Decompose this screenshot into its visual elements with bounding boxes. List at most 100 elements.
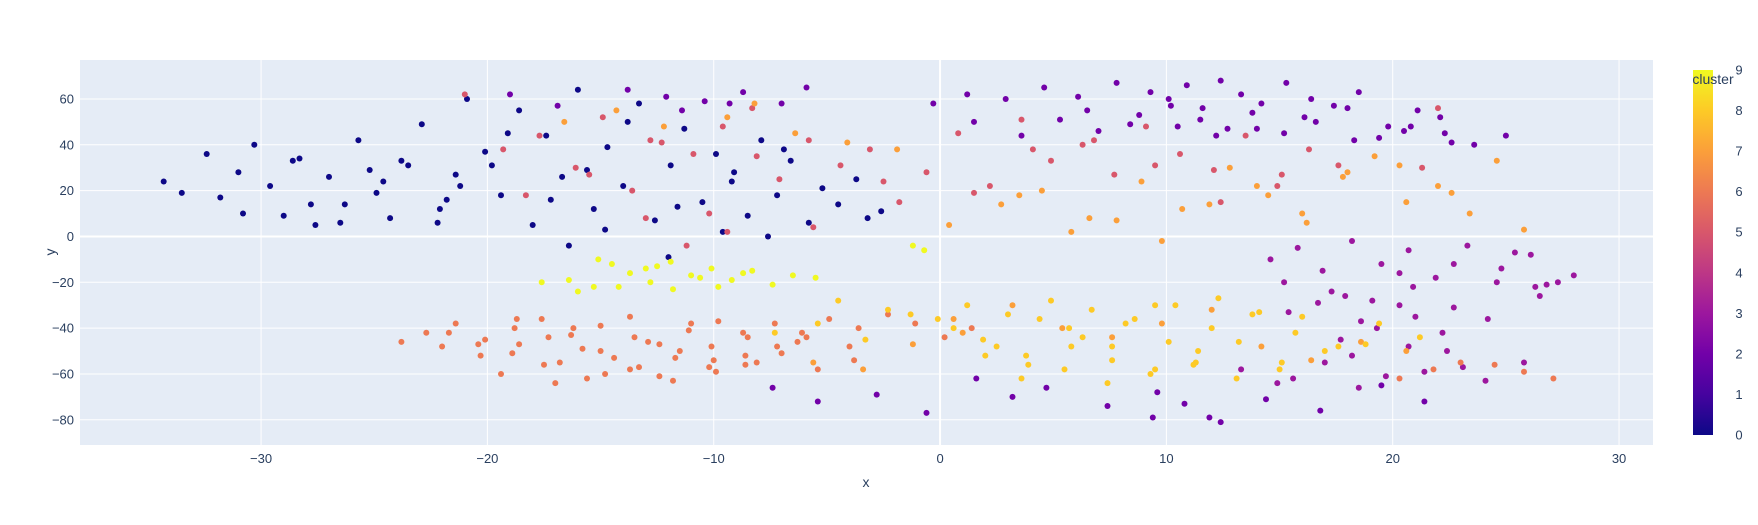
data-point-cluster-6[interactable] [799, 329, 805, 336]
data-point-cluster-6[interactable] [597, 348, 604, 354]
data-point-cluster-8[interactable] [1048, 297, 1054, 304]
data-point-cluster-3[interactable] [1412, 313, 1419, 320]
data-point-cluster-0[interactable] [565, 242, 572, 249]
data-point-cluster-2[interactable] [1301, 114, 1308, 121]
data-point-cluster-2[interactable] [507, 91, 513, 98]
data-point-cluster-0[interactable] [307, 201, 314, 208]
data-point-cluster-2[interactable] [1253, 125, 1260, 132]
data-point-cluster-5[interactable] [642, 215, 649, 222]
data-point-cluster-0[interactable] [758, 137, 765, 144]
data-point-cluster-2[interactable] [1113, 79, 1120, 86]
data-point-cluster-2[interactable] [1317, 407, 1324, 414]
data-point-cluster-2[interactable] [873, 391, 880, 398]
data-point-cluster-5[interactable] [690, 151, 697, 157]
data-point-cluster-2[interactable] [1238, 91, 1245, 98]
data-point-cluster-3[interactable] [1405, 247, 1412, 254]
data-point-cluster-9[interactable] [595, 256, 602, 263]
data-point-cluster-2[interactable] [663, 93, 670, 100]
data-point-cluster-2[interactable] [1041, 84, 1048, 91]
data-point-cluster-6[interactable] [509, 350, 516, 357]
data-point-cluster-8[interactable] [1025, 361, 1032, 368]
data-point-cluster-0[interactable] [864, 215, 871, 222]
data-point-cluster-2[interactable] [1281, 130, 1288, 137]
data-point-cluster-2[interactable] [1376, 134, 1383, 141]
data-point-cluster-3[interactable] [1274, 380, 1281, 387]
data-point-cluster-7[interactable] [1206, 201, 1213, 208]
data-point-cluster-6[interactable] [855, 325, 862, 332]
data-point-cluster-8[interactable] [982, 352, 989, 359]
data-point-cluster-0[interactable] [443, 196, 450, 203]
data-point-cluster-7[interactable] [1016, 192, 1023, 199]
data-point-cluster-2[interactable] [1075, 93, 1082, 100]
data-point-cluster-5[interactable] [753, 153, 760, 160]
data-point-cluster-3[interactable] [1321, 359, 1328, 366]
data-point-cluster-7[interactable] [894, 146, 901, 153]
data-point-cluster-6[interactable] [794, 338, 801, 345]
data-point-cluster-7[interactable] [1344, 169, 1351, 176]
data-point-cluster-0[interactable] [178, 189, 185, 196]
data-point-cluster-3[interactable] [1294, 244, 1301, 251]
data-point-cluster-3[interactable] [1527, 251, 1534, 258]
data-point-cluster-7[interactable] [1403, 348, 1410, 354]
data-point-cluster-7[interactable] [1109, 334, 1116, 341]
data-point-cluster-8[interactable] [1152, 366, 1159, 373]
data-point-cluster-0[interactable] [337, 219, 344, 226]
data-point-cluster-2[interactable] [1165, 96, 1172, 102]
data-point-cluster-6[interactable] [740, 329, 747, 336]
data-point-cluster-5[interactable] [955, 130, 962, 137]
data-point-cluster-6[interactable] [627, 366, 633, 373]
data-point-cluster-6[interactable] [710, 357, 717, 364]
data-point-cluster-6[interactable] [713, 368, 719, 375]
data-point-cluster-0[interactable] [604, 144, 611, 151]
data-point-cluster-3[interactable] [1570, 272, 1577, 279]
data-point-cluster-6[interactable] [482, 336, 489, 343]
data-point-cluster-3[interactable] [1450, 261, 1457, 267]
data-point-cluster-2[interactable] [679, 107, 685, 114]
data-point-cluster-3[interactable] [1319, 267, 1326, 274]
data-point-cluster-0[interactable] [651, 217, 658, 224]
data-point-cluster-6[interactable] [715, 318, 722, 325]
data-point-cluster-0[interactable] [547, 196, 554, 203]
data-point-cluster-2[interactable] [1018, 132, 1025, 139]
data-point-cluster-2[interactable] [1002, 96, 1009, 102]
data-point-cluster-6[interactable] [778, 350, 785, 357]
data-point-cluster-7[interactable] [860, 366, 867, 373]
data-point-cluster-6[interactable] [445, 329, 452, 336]
data-point-cluster-6[interactable] [672, 354, 679, 361]
data-point-cluster-6[interactable] [670, 377, 676, 384]
data-point-cluster-2[interactable] [1414, 107, 1421, 114]
data-point-cluster-2[interactable] [1437, 114, 1444, 121]
data-point-cluster-8[interactable] [1292, 329, 1299, 336]
data-point-cluster-8[interactable] [1023, 352, 1030, 359]
data-point-cluster-5[interactable] [1306, 146, 1312, 153]
data-point-cluster-5[interactable] [1435, 105, 1441, 112]
data-point-cluster-5[interactable] [1143, 123, 1149, 130]
data-point-cluster-3[interactable] [1521, 359, 1527, 366]
data-point-cluster-5[interactable] [647, 137, 654, 144]
data-point-cluster-8[interactable] [907, 311, 914, 318]
data-point-cluster-5[interactable] [658, 139, 665, 146]
data-point-cluster-6[interactable] [498, 371, 504, 377]
data-point-cluster-9[interactable] [642, 265, 649, 272]
data-point-cluster-2[interactable] [624, 86, 631, 93]
data-point-cluster-0[interactable] [380, 178, 387, 185]
data-point-cluster-8[interactable] [1299, 313, 1306, 320]
data-point-cluster-9[interactable] [728, 277, 735, 283]
data-point-cluster-2[interactable] [778, 100, 785, 107]
data-point-cluster-2[interactable] [1043, 384, 1050, 391]
data-point-cluster-8[interactable] [862, 336, 869, 343]
data-point-cluster-0[interactable] [674, 203, 681, 210]
data-point-cluster-9[interactable] [538, 279, 545, 286]
data-point-cluster-0[interactable] [667, 162, 674, 169]
data-point-cluster-0[interactable] [681, 125, 688, 132]
data-point-cluster-9[interactable] [769, 281, 776, 288]
data-point-cluster-6[interactable] [826, 316, 833, 322]
data-point-cluster-6[interactable] [513, 316, 520, 322]
data-point-cluster-2[interactable] [1258, 100, 1265, 107]
data-point-cluster-6[interactable] [398, 338, 405, 345]
data-point-cluster-3[interactable] [1432, 274, 1439, 281]
data-point-cluster-7[interactable] [909, 341, 916, 348]
data-point-cluster-6[interactable] [538, 316, 545, 322]
data-point-cluster-6[interactable] [803, 334, 810, 341]
data-point-cluster-0[interactable] [418, 121, 425, 128]
